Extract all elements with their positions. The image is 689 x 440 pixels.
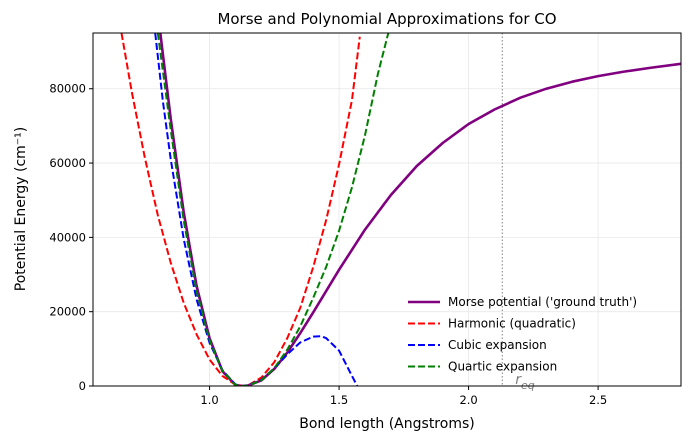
legend-label-0: Morse potential ('ground truth'): [448, 295, 637, 309]
x-tick-label: 2.5: [589, 393, 607, 407]
y-tick-label: 20000: [49, 305, 86, 319]
x-axis: 1.0 1.5 2.0 2.5: [200, 386, 607, 407]
y-tick-label: 40000: [49, 230, 86, 244]
x-tick-label: 1.5: [330, 393, 348, 407]
y-tick-label: 0: [79, 379, 86, 393]
r-eq-label: req: [515, 372, 535, 392]
series-line-1: [120, 33, 361, 386]
y-axis: 0 20000 40000 60000 80000: [49, 82, 93, 393]
legend: Morse potential ('ground truth') Harmonic…: [408, 295, 637, 374]
grid: [93, 33, 681, 387]
series-line-3: [156, 33, 390, 386]
x-axis-label: Bond length (Angstroms): [299, 416, 474, 432]
legend-label-1: Harmonic (quadratic): [448, 317, 576, 331]
series-layer: [120, 33, 681, 386]
plot-frame: [92, 32, 682, 387]
legend-label-2: Cubic expansion: [448, 338, 547, 352]
series-line-0: [159, 33, 681, 386]
x-tick-label: 2.0: [459, 393, 477, 407]
y-tick-label: 60000: [49, 156, 86, 170]
legend-label-3: Quartic expansion: [448, 360, 557, 374]
y-tick-label: 80000: [49, 82, 86, 96]
y-axis-label: Potential Energy (cm⁻¹): [13, 127, 29, 292]
chart-title: Morse and Polynomial Approximations for …: [217, 10, 556, 28]
r-eq-symbol: r: [515, 372, 522, 388]
series-line-2: [154, 33, 359, 386]
x-tick-label: 1.0: [200, 393, 218, 407]
